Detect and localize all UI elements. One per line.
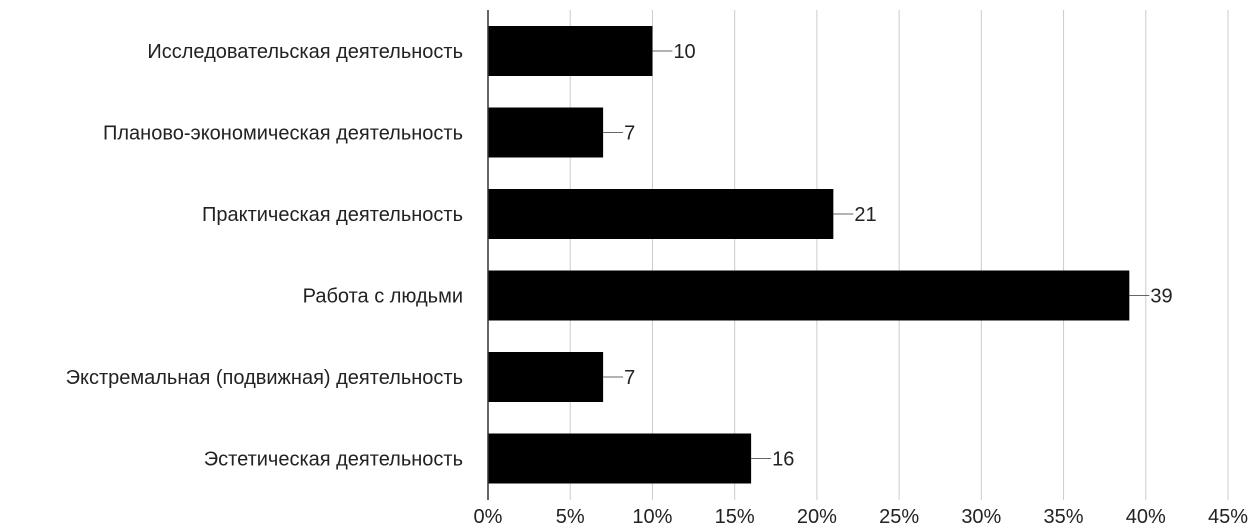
category-label: Практическая деятельность <box>202 204 463 226</box>
category-label: Планово-экономическая деятельность <box>103 123 463 145</box>
x-tick-label: 30% <box>961 506 1001 528</box>
x-tick-label: 45% <box>1208 506 1248 528</box>
category-label: Исследовательская деятельность <box>147 41 463 63</box>
data-label: 7 <box>624 123 635 145</box>
labels: 0% 5% 10% 15% 20% 25% 30% 35% 40% 45% 10 Исследоват… <box>66 41 1249 528</box>
x-tick-label: 40% <box>1126 506 1166 528</box>
x-tick-label: 35% <box>1044 506 1084 528</box>
gridlines <box>569 10 1229 500</box>
bar <box>488 433 752 484</box>
bar <box>488 189 834 239</box>
data-label: 16 <box>772 449 794 471</box>
data-label: 21 <box>854 204 876 226</box>
data-label: 10 <box>673 41 695 63</box>
bars <box>488 26 1150 484</box>
x-tick-label: 15% <box>715 506 755 528</box>
bar <box>488 26 653 76</box>
x-tick-label: 20% <box>797 506 837 528</box>
data-label: 39 <box>1150 286 1172 308</box>
bar <box>488 270 1130 321</box>
bar <box>488 352 604 402</box>
category-label: Экстремальная (подвижная) деятельность <box>66 367 463 389</box>
data-label: 7 <box>624 367 635 389</box>
x-tick-label: 10% <box>632 506 672 528</box>
bar <box>488 107 604 158</box>
category-label: Эстетическая деятельность <box>204 449 463 471</box>
x-tick-label: 25% <box>879 506 919 528</box>
x-tick-label: 0% <box>474 506 503 528</box>
x-tick-label: 5% <box>556 506 585 528</box>
category-label: Работа с людьми <box>303 286 463 308</box>
